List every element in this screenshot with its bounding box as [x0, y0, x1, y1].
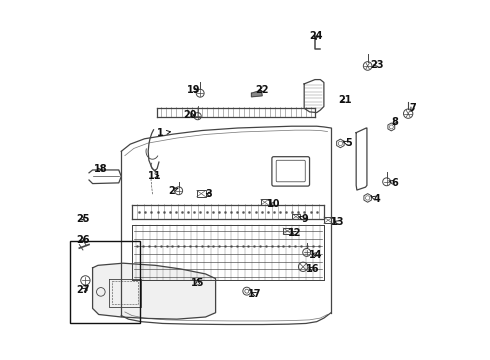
Text: 16: 16 [306, 264, 319, 274]
Text: 3: 3 [206, 189, 213, 199]
Polygon shape [93, 263, 216, 319]
Text: 20: 20 [184, 110, 197, 120]
Text: 10: 10 [267, 199, 280, 210]
Text: 21: 21 [338, 95, 351, 105]
Polygon shape [251, 90, 262, 97]
Text: 14: 14 [309, 249, 323, 260]
Text: 24: 24 [309, 31, 323, 41]
Text: 18: 18 [94, 163, 108, 174]
Text: 25: 25 [76, 214, 90, 224]
Text: 1: 1 [157, 129, 171, 138]
Text: 8: 8 [392, 117, 398, 127]
Text: 7: 7 [410, 103, 416, 113]
Text: 4: 4 [371, 194, 380, 204]
Text: 2: 2 [168, 186, 178, 196]
Text: 12: 12 [288, 228, 301, 238]
Text: 19: 19 [187, 85, 201, 95]
Bar [324, 217, 333, 223]
Text: 9: 9 [299, 214, 309, 224]
Text: 11: 11 [148, 171, 161, 181]
Text: 17: 17 [248, 289, 262, 299]
Text: 6: 6 [389, 178, 398, 188]
Bar [70, 241, 140, 323]
Text: 15: 15 [191, 278, 204, 288]
Bar [292, 214, 300, 220]
Text: 26: 26 [76, 235, 90, 245]
Text: 5: 5 [343, 139, 352, 148]
Text: 13: 13 [331, 217, 344, 227]
Text: 27: 27 [76, 285, 90, 296]
Bar [283, 228, 292, 234]
Text: 22: 22 [255, 85, 269, 95]
Text: 23: 23 [370, 59, 384, 69]
Bar [261, 199, 269, 205]
Bar [197, 190, 206, 197]
